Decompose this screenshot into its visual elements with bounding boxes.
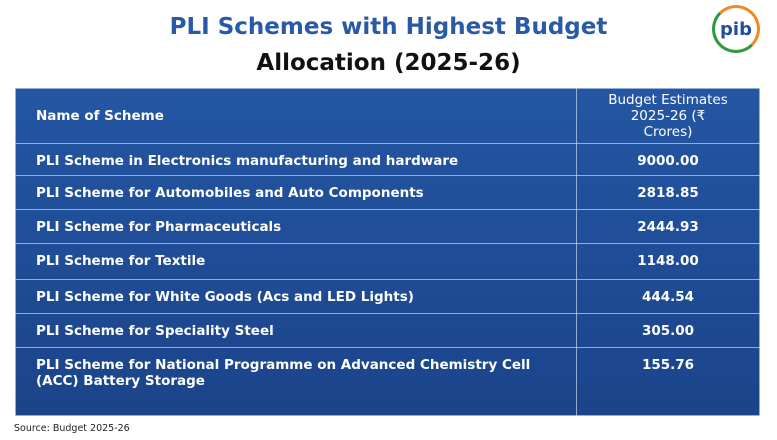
table-row: PLI Scheme for Pharmaceuticals 2444.93 [15,209,760,244]
budget-value: 2818.85 [576,175,760,210]
scheme-name: PLI Scheme for Automobiles and Auto Comp… [15,175,577,210]
scheme-name: PLI Scheme for Speciality Steel [15,313,577,348]
budget-value: 155.76 [576,347,760,416]
subtitle: Allocation (2025-26) [256,50,521,76]
table-row: PLI Scheme for White Goods (Acs and LED … [15,279,760,314]
table: Name of Scheme Budget Estimates 2025-26 … [15,88,760,416]
table-row: PLI Scheme for Automobiles and Auto Comp… [15,175,760,210]
header-row: Name of Scheme Budget Estimates 2025-26 … [15,88,760,144]
logo: pib [712,5,760,53]
column-header: Budget Estimates 2025-26 (₹ Crores) [576,88,760,144]
scheme-name: PLI Scheme for White Goods (Acs and LED … [15,279,577,314]
title: PLI Schemes with Highest Budget [169,14,608,40]
table-row: PLI Scheme for Speciality Steel 305.00 [15,313,760,348]
budget-value: 9000.00 [576,143,760,176]
budget-value: 444.54 [576,279,760,314]
scheme-name: PLI Scheme for Pharmaceuticals [15,209,577,244]
scheme-name: PLI Scheme for Textile [15,243,577,280]
source: Source: Budget 2025-26 [14,423,130,434]
scheme-name: PLI Scheme in Electronics manufacturing … [15,143,577,176]
scheme-name: PLI Scheme for National Programme on Adv… [15,347,577,416]
budget-value: 305.00 [576,313,760,348]
table-body: PLI Scheme in Electronics manufacturing … [15,143,760,416]
table-row: PLI Scheme for Textile 1148.00 [15,243,760,280]
table-row: PLI Scheme in Electronics manufacturing … [15,143,760,176]
column-header: Name of Scheme [15,88,577,144]
table-row: PLI Scheme for National Programme on Adv… [15,347,760,416]
budget-value: 2444.93 [576,209,760,244]
budget-value: 1148.00 [576,243,760,280]
